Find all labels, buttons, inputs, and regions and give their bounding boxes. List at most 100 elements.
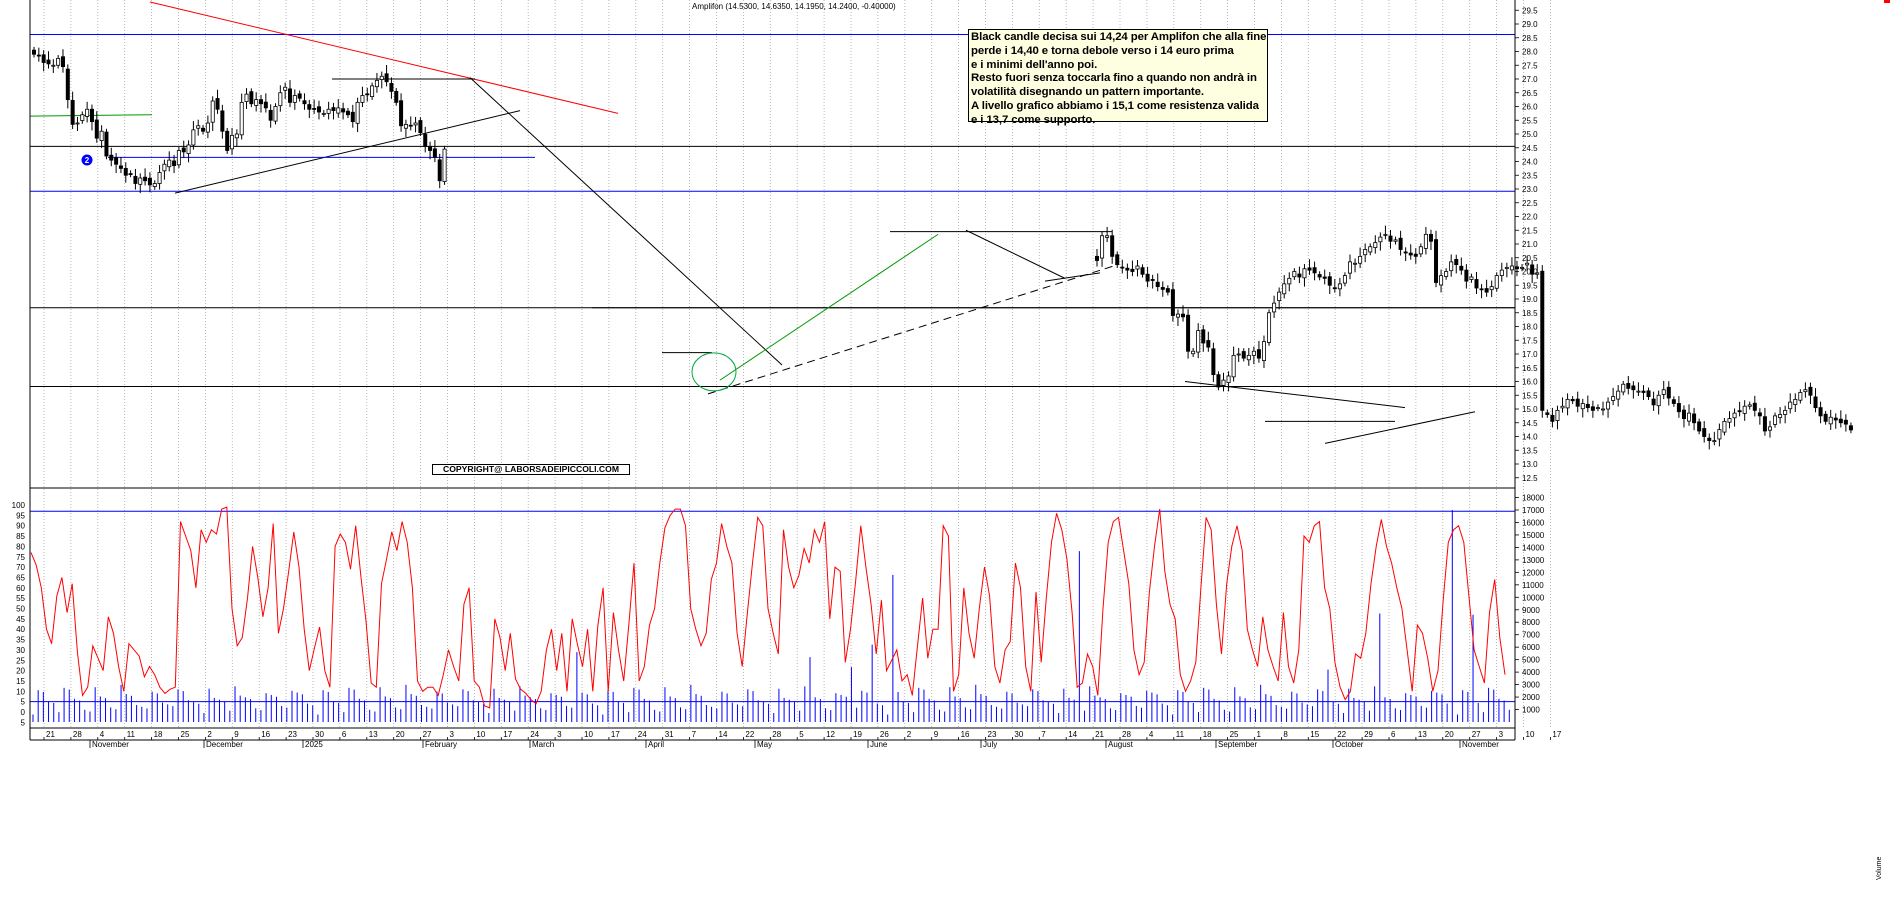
candle-body <box>1358 255 1363 264</box>
osc-tick-label: 5 <box>21 698 26 707</box>
candle-body <box>394 90 399 103</box>
candle-body <box>1606 401 1611 410</box>
candle-body <box>1641 390 1646 393</box>
candle-body <box>437 159 442 182</box>
candle-body <box>307 104 312 110</box>
candle-body <box>1241 351 1246 359</box>
candle-body <box>1474 279 1479 289</box>
y-tick-label: 27.5 <box>1522 61 1538 70</box>
month-label: September <box>1218 740 1257 749</box>
candle-body <box>1226 375 1231 383</box>
candle-body <box>249 91 254 105</box>
candle-body <box>1585 403 1590 409</box>
candle-body <box>1504 266 1509 269</box>
candle-body <box>123 167 128 176</box>
candle-body <box>297 93 302 99</box>
candle-body <box>1160 287 1165 290</box>
month-label: November <box>1462 740 1499 749</box>
candle-body <box>1428 233 1433 242</box>
x-tick-label: 19 <box>853 730 862 739</box>
candle-body <box>1267 312 1272 343</box>
candle-body <box>1560 405 1565 409</box>
y-tick-label: 26.5 <box>1522 89 1538 98</box>
candle-body <box>1681 409 1686 420</box>
chart-frame <box>29 0 1890 741</box>
y-tick-label: 26.0 <box>1522 103 1538 112</box>
month-label: 2025 <box>305 740 323 749</box>
candle-body <box>428 145 433 151</box>
vol-tick-label: 15000 <box>1522 531 1545 540</box>
candle-body <box>1616 390 1621 400</box>
candle-body <box>1398 237 1403 250</box>
x-tick-label: 20 <box>396 730 405 739</box>
candle-body <box>1601 408 1606 411</box>
candle-body <box>1773 415 1778 425</box>
corner-mark <box>1884 0 1890 3</box>
candle-body <box>360 95 365 103</box>
candle-body <box>1251 350 1256 356</box>
candle-body <box>133 175 138 184</box>
osc-tick-label: 10 <box>16 687 25 696</box>
trend-dashed <box>707 264 1119 395</box>
x-tick-label: 13 <box>1418 730 1427 739</box>
candle-body <box>1348 261 1353 274</box>
osc-tick-label: 55 <box>16 594 25 603</box>
osc-tick-label: 60 <box>16 584 25 593</box>
vol-tick-label: 3000 <box>1522 681 1540 690</box>
candle-body <box>167 159 172 168</box>
x-tick-label: 22 <box>745 730 754 739</box>
candle-body <box>287 88 292 103</box>
candle-body <box>1727 418 1732 423</box>
trend-down <box>469 77 783 366</box>
candle-body <box>1165 288 1170 293</box>
candle-body <box>205 122 210 133</box>
y-tick-label: 23.0 <box>1522 185 1538 194</box>
x-tick-label: 18 <box>154 730 163 739</box>
x-tick-label: 25 <box>181 730 190 739</box>
x-tick-label: 27 <box>423 730 432 739</box>
x-tick-label: 12 <box>826 730 835 739</box>
x-tick-label: 9 <box>234 730 239 739</box>
x-tick-label: 6 <box>1391 730 1396 739</box>
candle-body <box>85 108 90 117</box>
candle-body <box>1762 416 1767 432</box>
oscillator-series <box>30 506 1506 709</box>
candle-body <box>1788 401 1793 410</box>
candle-body <box>1793 398 1798 405</box>
trend-support-1 <box>174 110 521 194</box>
candle-body <box>365 93 370 96</box>
trend-july-2 <box>1044 272 1101 282</box>
candle-body <box>1469 276 1474 280</box>
y-tick-label: 15.5 <box>1522 391 1538 400</box>
month-label: March <box>532 740 554 749</box>
note-line: Black candle decisa sui 14,24 per Amplif… <box>971 31 1267 43</box>
month-label: June <box>870 740 888 749</box>
candle-body <box>1181 313 1186 318</box>
candle-body <box>321 112 326 115</box>
x-tick-label: 21 <box>1095 730 1104 739</box>
candle-body <box>1752 402 1757 411</box>
candle-body <box>1484 288 1489 293</box>
copyright-label: COPYRIGHT@ LABORSADEIPICCOLI.COM <box>432 464 630 475</box>
candle-body <box>379 75 384 80</box>
candle-body <box>254 99 259 106</box>
volume-side-text: Volume <box>1876 857 1883 880</box>
x-tick-label: 25 <box>1230 730 1239 739</box>
candle-body <box>1555 409 1560 421</box>
x-tick-label: 17 <box>611 730 620 739</box>
candle-body <box>1520 266 1525 269</box>
x-tick-label: 24 <box>638 730 647 739</box>
candle-body <box>220 110 225 132</box>
candle-body <box>268 109 273 121</box>
candle-body <box>162 163 167 172</box>
x-tick-label: 21 <box>46 730 55 739</box>
y-tick-label: 18.5 <box>1522 309 1538 318</box>
y-tick-label: 15.0 <box>1522 405 1538 414</box>
candle-body <box>201 127 206 132</box>
candle-body <box>172 160 177 167</box>
candle-body <box>1651 398 1656 406</box>
y-tick-label: 13.5 <box>1522 446 1538 455</box>
candle-body <box>1105 235 1110 238</box>
candle-body <box>1287 277 1292 285</box>
candle-body <box>1661 389 1666 395</box>
